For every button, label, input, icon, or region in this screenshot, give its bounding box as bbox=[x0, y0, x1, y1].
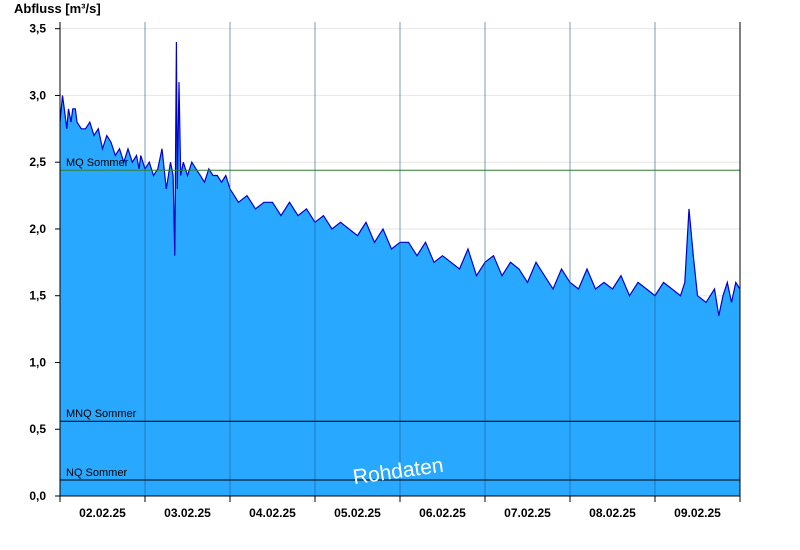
y-axis-label: Abfluss [m³/s] bbox=[14, 1, 101, 16]
x-tick-label: 07.02.25 bbox=[504, 506, 551, 520]
x-tick-label: 06.02.25 bbox=[419, 506, 466, 520]
reference-line-label: MNQ Sommer bbox=[66, 408, 137, 420]
x-tick-label: 09.02.25 bbox=[674, 506, 721, 520]
y-tick-label: 0,0 bbox=[29, 489, 46, 503]
x-tick-label: 05.02.25 bbox=[334, 506, 381, 520]
y-tick-label: 1,0 bbox=[29, 355, 46, 369]
y-tick-label: 3,0 bbox=[29, 88, 46, 102]
y-tick-label: 1,5 bbox=[29, 289, 46, 303]
x-tick-label: 02.02.25 bbox=[79, 506, 126, 520]
y-tick-label: 2,0 bbox=[29, 222, 46, 236]
y-tick-label: 0,5 bbox=[29, 422, 46, 436]
reference-lines: MQ Sommer MNQ Sommer NQ Sommer bbox=[60, 157, 740, 481]
reference-line-label: NQ Sommer bbox=[66, 467, 127, 479]
x-tick-label: 08.02.25 bbox=[589, 506, 636, 520]
y-tick-label: 2,5 bbox=[29, 155, 46, 169]
discharge-line bbox=[59, 41, 741, 316]
x-ticks: 02.02.25 03.02.25 04.02.25 05.02.25 06.02.25… bbox=[59, 496, 741, 520]
x-tick-label: 03.02.25 bbox=[164, 506, 211, 520]
y-tick-label: 3,5 bbox=[29, 22, 46, 36]
reference-line-label: MQ Sommer bbox=[66, 157, 129, 169]
y-ticks: 0,0 0,5 1,0 1,5 2,0 2,5 3,0 3,5 bbox=[29, 22, 60, 503]
x-tick-label: 04.02.25 bbox=[249, 506, 296, 520]
day-divider-lines bbox=[144, 22, 656, 496]
